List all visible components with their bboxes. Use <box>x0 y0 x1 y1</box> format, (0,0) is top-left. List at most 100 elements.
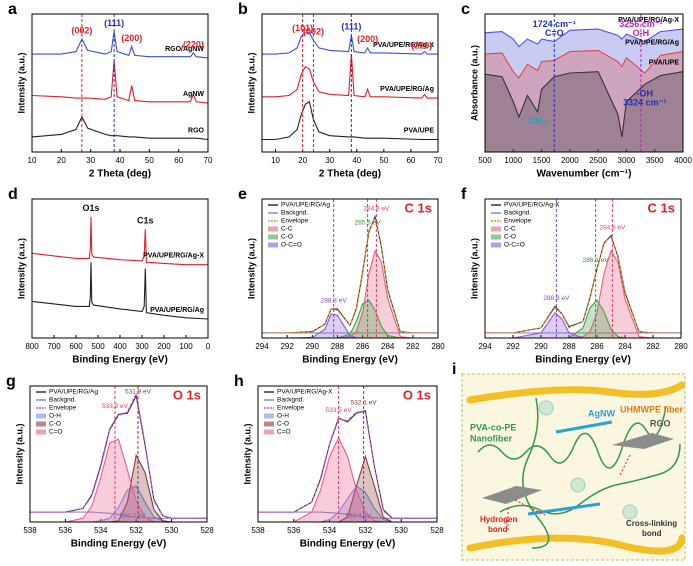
line <box>32 31 209 59</box>
line <box>262 100 438 141</box>
plot-frame <box>257 385 438 523</box>
legend-label: Envelope <box>49 405 76 412</box>
x-tick-label: 292 <box>506 342 520 351</box>
line <box>31 115 209 141</box>
x-tick-label: 534 <box>323 526 337 535</box>
area <box>485 50 683 152</box>
x-tick-label: 500 <box>478 156 492 165</box>
annotation: 284.9 eV <box>599 224 626 231</box>
x-tick-label: 290 <box>534 342 548 351</box>
plot-frame <box>31 198 209 339</box>
annotation: -OH <box>637 89 654 99</box>
legend-label: Backgnd. <box>281 210 308 217</box>
x-tick-label: 286 <box>590 342 604 351</box>
legend-label: PVA/UPE/RG/Ag <box>49 389 98 396</box>
y-axis-label: Intensity (a.u.) <box>16 238 26 299</box>
series-label: RGO/AgNW <box>165 46 204 53</box>
agnw <box>527 502 601 516</box>
annotation: (200) <box>357 34 378 44</box>
x-tick-label: 294 <box>255 342 269 351</box>
x-tick-label: 1000 <box>504 156 522 165</box>
x-tick-label: 536 <box>287 526 301 535</box>
plot-frame <box>484 198 682 339</box>
legend-label: O-H <box>277 413 289 420</box>
x-tick-label: 528 <box>200 526 214 535</box>
line <box>484 49 684 79</box>
x-tick-label: 70 <box>204 156 213 165</box>
series-label: PVA/UPE/RG/Ag <box>625 39 679 46</box>
y-axis-label: Intensity (a.u.) <box>469 238 479 299</box>
series-label: PVA/UPE <box>649 60 680 67</box>
x-tick-label: 1500 <box>533 156 551 165</box>
x-tick-label: 50 <box>379 156 388 165</box>
line <box>485 236 681 334</box>
legend-label: PVA/UPE/RG/Ag-X <box>277 389 333 396</box>
x-tick-label: 30 <box>325 156 334 165</box>
annotation: 532.2 eV <box>120 513 147 520</box>
legend-label: Backgnd. <box>504 210 531 217</box>
x-tick-label: 100 <box>179 342 193 351</box>
annotation: (200) <box>121 33 142 43</box>
annotation: 1724 cm⁻¹ <box>533 19 576 29</box>
area <box>258 486 437 522</box>
line <box>484 71 684 137</box>
legend-label: Envelope <box>281 218 308 225</box>
annotation: (111) <box>341 22 361 32</box>
x-tick-label: 20 <box>298 156 307 165</box>
legend-label: C-O <box>49 421 61 428</box>
x-tick-label: 532 <box>359 526 373 535</box>
y-axis-label: Intensity (a.u.) <box>14 423 24 484</box>
legend-label: C-O <box>277 421 289 428</box>
plot-frame <box>484 13 684 153</box>
annotation: 286.1 eV <box>583 257 610 264</box>
legend-label: C=O <box>277 429 291 436</box>
x-tick-label: 280 <box>674 342 688 351</box>
legend-label: PVA/UPE/RG/Ag <box>281 202 330 209</box>
x-tick-label: 288 <box>331 342 345 351</box>
annotation: 531.9 eV <box>125 389 152 396</box>
rgo <box>612 433 674 449</box>
x-tick-label: 528 <box>430 526 444 535</box>
x-tick-label: 600 <box>69 342 83 351</box>
series-label: PVA/UPE/RG/Ag <box>150 307 204 314</box>
annotation: 285.6 eV <box>355 219 382 226</box>
plot-frame <box>29 385 208 523</box>
area <box>30 439 207 522</box>
x-tick-label: 2500 <box>589 156 607 165</box>
series-label: PVA/UPE <box>404 127 435 134</box>
nanoparticle <box>570 477 586 493</box>
y-axis-label: Absorbance (a.u.) <box>469 45 479 121</box>
panel-label: b <box>238 1 248 18</box>
x-tick-label: 3000 <box>618 156 636 165</box>
x-tick-label: 400 <box>113 342 127 351</box>
rgo-label: RGO <box>650 418 671 428</box>
legend-label: C-C <box>281 226 293 233</box>
area <box>485 29 683 153</box>
nanofiber-label: PVA-co-PE <box>470 422 516 432</box>
line <box>485 234 681 334</box>
annotation: 532.4 eV <box>345 513 372 520</box>
legend-label: C=O <box>49 429 63 436</box>
x-tick-label: 60 <box>406 156 415 165</box>
y-axis-label: Intensity (a.u.) <box>242 423 252 484</box>
legend-label: PVA/UPE/RG/Ag-X <box>504 202 560 209</box>
x-axis-label: Wavenumber (cm⁻¹) <box>537 169 632 180</box>
x-tick-label: 530 <box>165 526 179 535</box>
panel-label: h <box>234 373 244 390</box>
x-tick-label: 40 <box>352 156 361 165</box>
diagram-panel: i UHMWPE fiber PVA-co-PE Nanofiber AgNW … <box>452 361 686 561</box>
x-axis-label: Binding Energy (eV) <box>300 539 396 550</box>
x-tick-label: 280 <box>431 342 445 351</box>
chart-title: C 1s <box>405 200 432 215</box>
x-tick-label: 40 <box>116 156 125 165</box>
x-tick-label: 10 <box>271 156 280 165</box>
chart-panel: d 800 700 600 500 400 300 200 100 0 Binding Energy… <box>8 186 211 365</box>
x-tick-label: 282 <box>646 342 660 351</box>
area <box>258 437 437 522</box>
panel-label: i <box>452 361 456 378</box>
annotation: (002) <box>303 27 324 37</box>
annotation: C1s <box>137 216 154 226</box>
x-tick-label: 800 <box>25 342 39 351</box>
crosslink-label: Cross-linking <box>626 519 677 528</box>
